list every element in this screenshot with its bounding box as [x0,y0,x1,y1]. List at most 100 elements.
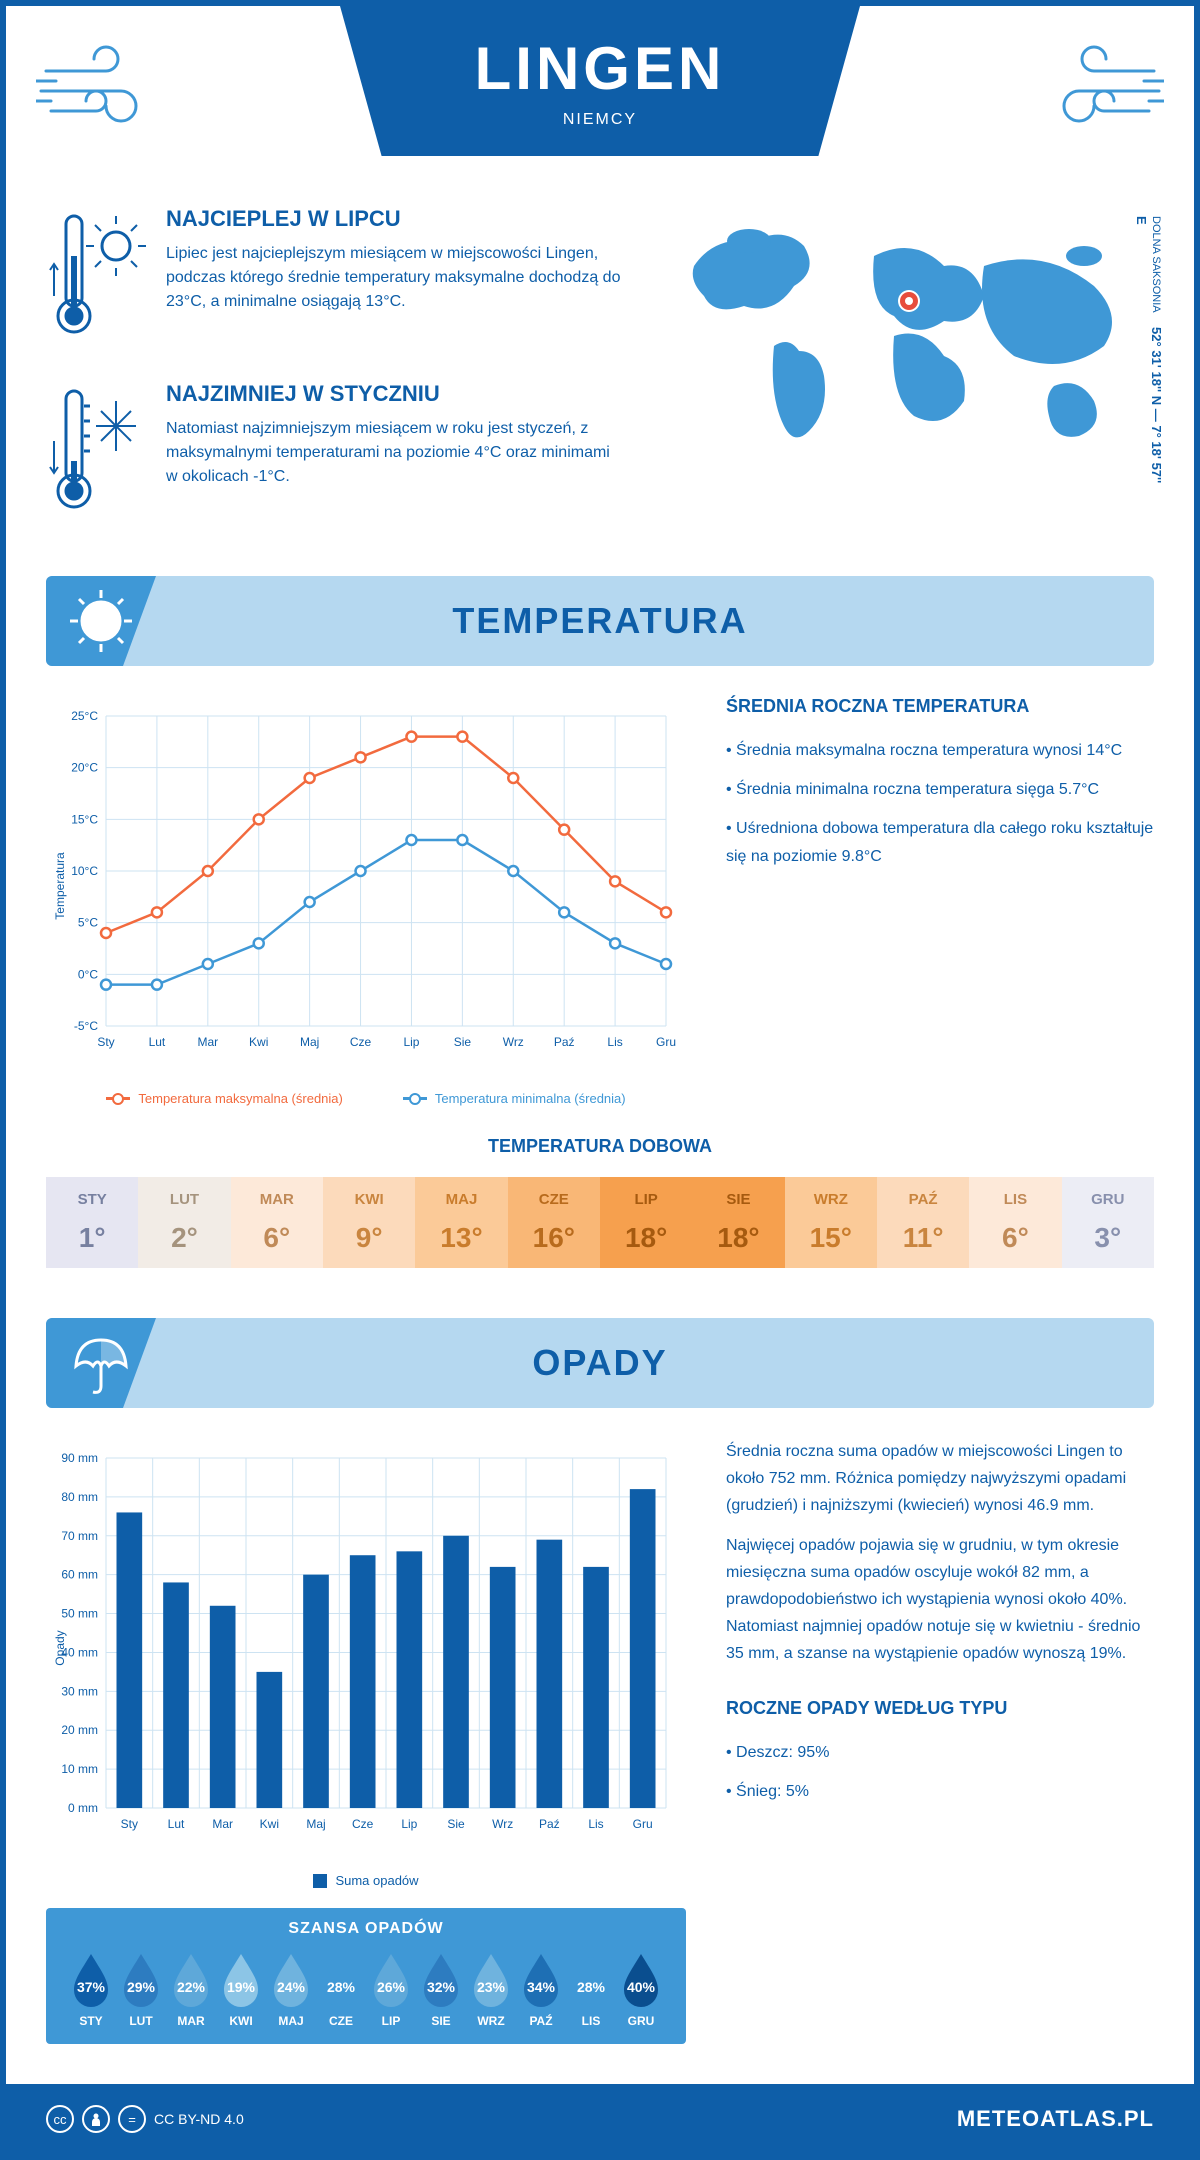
daily-value: 18° [692,1222,784,1254]
svg-text:19%: 19% [227,1979,256,1995]
daily-month: PAŹ [877,1191,969,1208]
daily-month: LIS [969,1191,1061,1208]
region-label: DOLNA SAKSONIA [1150,216,1162,313]
avg-temp-bullet: • Średnia maksymalna roczna temperatura … [726,737,1154,764]
daily-temp-cell: KWI9° [323,1177,415,1268]
daily-value: 18° [600,1222,692,1254]
daily-month: SIE [692,1191,784,1208]
chance-month: PAŹ [516,2014,566,2028]
svg-text:Cze: Cze [350,1035,372,1049]
chance-drop: 26%LIP [366,1950,416,2028]
svg-text:15°C: 15°C [71,812,98,826]
svg-text:28%: 28% [577,1979,606,1995]
svg-text:25°C: 25°C [71,709,98,723]
daily-value: 15° [785,1222,877,1254]
chance-drop: 32%SIE [416,1950,466,2028]
wind-decoration-left [36,36,176,136]
chance-drop: 37%STY [66,1950,116,2028]
svg-text:Paź: Paź [539,1817,560,1831]
daily-temp-cell: CZE16° [508,1177,600,1268]
chance-title: SZANSA OPADÓW [66,1920,666,1938]
warmest-text: Lipiec jest najcieplejszym miesiącem w m… [166,242,624,314]
chance-drop: 34%PAŹ [516,1950,566,2028]
chance-month: WRZ [466,2014,516,2028]
svg-text:30 mm: 30 mm [61,1684,98,1698]
daily-temp-grid: STY1°LUT2°MAR6°KWI9°MAJ13°CZE16°LIP18°SI… [46,1177,1154,1268]
svg-text:0°C: 0°C [78,967,98,981]
svg-text:22%: 22% [177,1979,206,1995]
daily-value: 1° [46,1222,138,1254]
chance-month: MAR [166,2014,216,2028]
chance-drop: 40%GRU [616,1950,666,2028]
daily-temp-cell: SIE 18° [692,1177,784,1268]
wind-decoration-right [1024,36,1164,136]
daily-month: GRU [1062,1191,1154,1208]
precip-legend: Suma opadów [46,1873,686,1888]
title-banner: LINGEN NIEMCY [340,6,860,156]
daily-temp-cell: GRU3° [1062,1177,1154,1268]
coldest-title: NAJZIMNIEJ W STYCZNIU [166,381,624,407]
warmest-block: NAJCIEPLEJ W LIPCU Lipiec jest najcieple… [46,206,624,351]
precipitation-bar-chart: 0 mm10 mm20 mm30 mm40 mm50 mm60 mm70 mm8… [46,1438,686,1858]
chance-month: SIE [416,2014,466,2028]
precip-summary: Średnia roczna suma opadów w miejscowośc… [726,1438,1154,2044]
svg-text:Temperatura: Temperatura [53,852,67,920]
svg-text:60 mm: 60 mm [61,1568,98,1582]
daily-temp-cell: LIS6° [969,1177,1061,1268]
avg-temp-bullet: • Średnia minimalna roczna temperatura s… [726,776,1154,803]
precip-legend-label: Suma opadów [335,1873,418,1888]
svg-text:23%: 23% [477,1979,506,1995]
city-name: LINGEN [475,34,726,103]
brand-label: METEOATLAS.PL [957,2106,1154,2132]
svg-text:10 mm: 10 mm [61,1762,98,1776]
svg-text:0 mm: 0 mm [68,1801,98,1815]
svg-text:Maj: Maj [306,1817,325,1831]
latitude: 52° 31' 18'' N [1149,327,1164,405]
daily-value: 6° [231,1222,323,1254]
avg-temp-title: ŚREDNIA ROCZNA TEMPERATURA [726,696,1154,717]
daily-month: MAJ [415,1191,507,1208]
svg-text:Sty: Sty [121,1817,138,1831]
umbrella-icon [46,1318,156,1408]
precip-type-title: ROCZNE OPADY WEDŁUG TYPU [726,1698,1154,1719]
svg-text:Mar: Mar [197,1035,218,1049]
chance-drop: 22% MAR [166,1950,216,2028]
svg-text:Sie: Sie [447,1817,465,1831]
svg-text:20 mm: 20 mm [61,1723,98,1737]
svg-text:Cze: Cze [352,1817,374,1831]
legend-min-label: Temperatura minimalna (średnia) [435,1091,626,1106]
temperature-legend: Temperatura maksymalna (średnia) Tempera… [46,1091,686,1106]
svg-text:Gru: Gru [656,1035,676,1049]
svg-text:Lut: Lut [149,1035,166,1049]
precip-type-bullet: • Śnieg: 5% [726,1778,1154,1805]
by-icon [82,2105,110,2133]
daily-temp-cell: PAŹ11° [877,1177,969,1268]
license-block: cc = CC BY-ND 4.0 [46,2105,244,2133]
svg-text:26%: 26% [377,1979,406,1995]
country-name: NIEMCY [563,111,637,129]
daily-temp-title: TEMPERATURA DOBOWA [46,1136,1154,1157]
chance-drop: 24%MAJ [266,1950,316,2028]
avg-temp-bullet: • Uśredniona dobowa temperatura dla całe… [726,815,1154,869]
temperature-section-header: TEMPERATURA [46,576,1154,666]
chance-month: STY [66,2014,116,2028]
chance-drop: 23% WRZ [466,1950,516,2028]
daily-month: WRZ [785,1191,877,1208]
svg-text:Kwi: Kwi [260,1817,279,1831]
world-map: DOLNA SAKSONIA 52° 31' 18'' N — 7° 18' 5… [654,206,1154,486]
daily-temp-cell: STY1° [46,1177,138,1268]
svg-text:28%: 28% [327,1979,356,1995]
precip-para2: Najwięcej opadów pojawia się w grudniu, … [726,1532,1154,1668]
svg-text:80 mm: 80 mm [61,1490,98,1504]
coldest-text: Natomiast najzimniejszym miesiącem w rok… [166,417,624,489]
sun-icon [46,576,156,666]
daily-value: 2° [138,1222,230,1254]
svg-text:Sie: Sie [454,1035,472,1049]
svg-text:Maj: Maj [300,1035,319,1049]
svg-text:Wrz: Wrz [503,1035,524,1049]
svg-text:10°C: 10°C [71,864,98,878]
svg-text:20°C: 20°C [71,761,98,775]
chance-drop: 28%CZE [316,1950,366,2028]
temperature-summary: ŚREDNIA ROCZNA TEMPERATURA • Średnia mak… [726,696,1154,1106]
daily-month: MAR [231,1191,323,1208]
